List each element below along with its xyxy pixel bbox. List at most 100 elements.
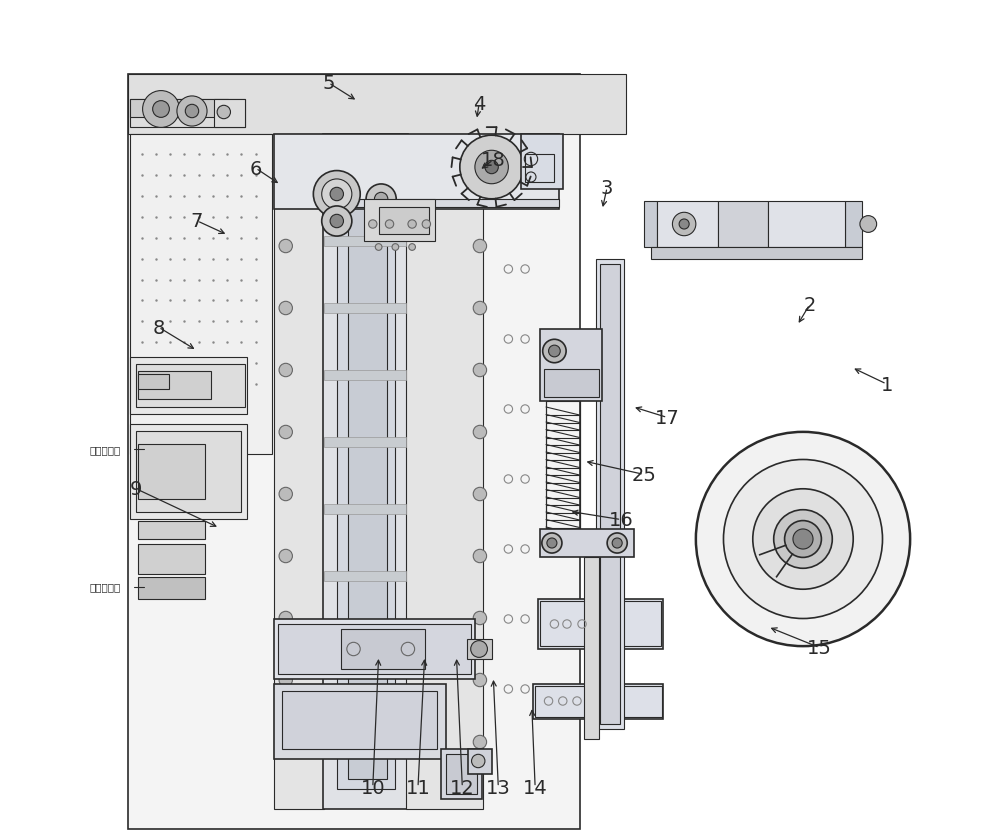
Bar	[379, 208, 429, 235]
Bar	[651, 205, 860, 245]
Text: 25: 25	[632, 466, 656, 484]
Circle shape	[313, 171, 360, 218]
Text: 18: 18	[481, 151, 506, 170]
Bar	[128, 75, 626, 135]
Circle shape	[860, 217, 877, 233]
Circle shape	[279, 364, 292, 377]
Bar	[525, 155, 554, 183]
Circle shape	[322, 206, 352, 237]
Circle shape	[217, 106, 230, 120]
Bar	[535, 686, 662, 717]
Circle shape	[612, 538, 622, 548]
Circle shape	[279, 178, 292, 191]
Bar	[323, 135, 408, 809]
Bar	[324, 437, 406, 447]
Circle shape	[279, 426, 292, 439]
Bar	[324, 370, 406, 380]
Text: 11: 11	[406, 778, 430, 797]
Text: 胶辊外侧端: 胶辊外侧端	[90, 445, 121, 455]
Circle shape	[369, 221, 377, 229]
Bar	[546, 401, 580, 539]
Circle shape	[473, 426, 487, 439]
Bar	[533, 684, 663, 719]
Bar	[138, 578, 205, 599]
Bar	[348, 148, 387, 779]
Bar	[130, 99, 228, 118]
Circle shape	[473, 736, 487, 749]
Bar	[130, 99, 245, 128]
Circle shape	[375, 244, 382, 251]
Circle shape	[475, 151, 508, 185]
Bar	[324, 170, 406, 180]
Bar	[845, 201, 862, 247]
Text: 16: 16	[609, 511, 634, 529]
Bar	[274, 135, 324, 809]
Bar	[651, 247, 862, 260]
Bar	[138, 544, 205, 574]
Circle shape	[279, 302, 292, 315]
Circle shape	[374, 193, 388, 206]
Text: 17: 17	[655, 409, 680, 427]
Circle shape	[279, 549, 292, 563]
Bar	[136, 431, 241, 512]
Circle shape	[473, 487, 487, 501]
Bar	[274, 135, 559, 210]
Circle shape	[672, 213, 696, 237]
Circle shape	[185, 105, 199, 119]
Circle shape	[392, 244, 399, 251]
Bar	[136, 364, 245, 407]
Bar	[324, 638, 406, 648]
Bar	[468, 749, 492, 774]
Bar	[657, 201, 718, 247]
Bar	[324, 504, 406, 514]
Bar	[341, 630, 425, 669]
Circle shape	[460, 136, 523, 200]
Bar	[406, 135, 483, 809]
Bar	[138, 522, 205, 539]
Bar	[282, 691, 437, 749]
Circle shape	[473, 240, 487, 253]
Bar	[324, 705, 406, 715]
Text: 8: 8	[152, 319, 165, 337]
Circle shape	[473, 302, 487, 315]
Text: 15: 15	[807, 639, 832, 657]
Bar	[337, 145, 395, 789]
Circle shape	[473, 178, 487, 191]
Circle shape	[473, 364, 487, 377]
Circle shape	[473, 549, 487, 563]
Text: 12: 12	[450, 778, 475, 797]
Circle shape	[696, 432, 910, 646]
Circle shape	[279, 487, 292, 501]
Bar	[274, 684, 446, 759]
Circle shape	[471, 641, 487, 658]
Circle shape	[408, 221, 416, 229]
Bar	[130, 135, 272, 455]
Bar	[274, 619, 475, 679]
Circle shape	[549, 346, 560, 358]
Circle shape	[473, 674, 487, 687]
Bar	[138, 371, 211, 400]
Circle shape	[785, 521, 821, 558]
Circle shape	[543, 340, 566, 364]
Bar	[278, 624, 471, 674]
Circle shape	[330, 188, 343, 201]
Circle shape	[153, 101, 169, 118]
Bar	[718, 201, 768, 247]
Circle shape	[753, 489, 853, 589]
Bar	[130, 358, 247, 415]
Text: 胶辊内侧端: 胶辊内侧端	[90, 582, 121, 592]
Circle shape	[279, 674, 292, 687]
Circle shape	[472, 754, 485, 767]
Bar	[214, 99, 245, 128]
Circle shape	[542, 533, 562, 553]
Bar	[540, 601, 661, 646]
Bar	[540, 529, 634, 558]
Bar	[467, 640, 492, 660]
Circle shape	[422, 221, 431, 229]
Circle shape	[322, 180, 352, 210]
Bar	[138, 375, 169, 390]
Circle shape	[547, 538, 557, 548]
Bar	[768, 201, 845, 247]
Bar	[544, 370, 599, 398]
Circle shape	[385, 221, 394, 229]
